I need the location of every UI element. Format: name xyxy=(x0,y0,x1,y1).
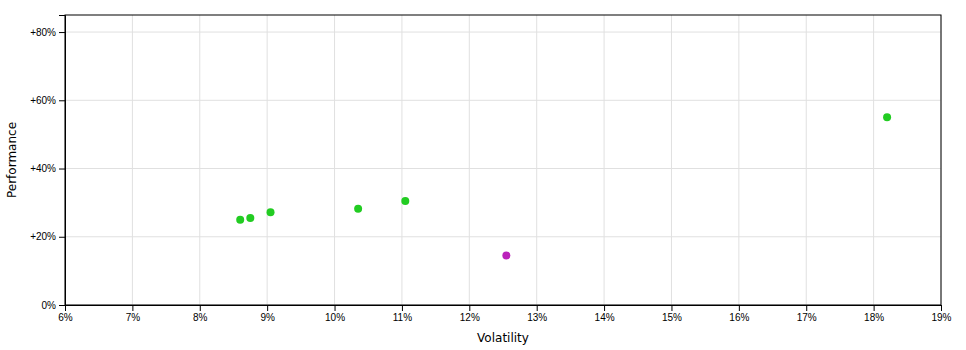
point xyxy=(502,252,510,260)
marks xyxy=(236,113,891,259)
x-tick-mark xyxy=(806,305,807,311)
x-tick-mark xyxy=(739,305,740,311)
x-tick: 6% xyxy=(58,305,73,323)
x-axis-line xyxy=(66,306,942,312)
x-tick-mark xyxy=(941,305,942,311)
x-tick-mark xyxy=(200,305,201,311)
y-tick-mark xyxy=(59,237,65,238)
point xyxy=(267,208,275,216)
x-tick: 18% xyxy=(864,305,884,323)
point xyxy=(236,216,244,224)
x-tick-label: 14% xyxy=(595,312,615,323)
grid-line-x xyxy=(199,15,200,305)
y-tick-mark xyxy=(59,169,65,170)
grid-line-x xyxy=(806,15,807,305)
series xyxy=(502,252,510,260)
grid-line-x xyxy=(873,15,874,305)
y-tick-mark xyxy=(59,32,65,33)
y-tick: +40% xyxy=(30,163,65,174)
y-tick-mark xyxy=(59,100,65,101)
grid-line-x xyxy=(132,15,133,305)
grid-line-x xyxy=(738,15,739,305)
x-tick-label: 12% xyxy=(460,312,480,323)
y-tick-label: +40% xyxy=(30,163,56,174)
grid-line-y xyxy=(65,100,941,101)
x-axis: 6% 7% 8% 9% 10% 11% 12% 13% 14% 15% 16% 17% 18% 19% xyxy=(58,305,951,323)
point xyxy=(246,214,254,222)
x-tick: 17% xyxy=(797,305,817,323)
plot-frame xyxy=(65,15,941,305)
y-tick: 0% xyxy=(42,300,65,311)
grid-line-x xyxy=(536,15,537,305)
x-tick-label: 15% xyxy=(662,312,682,323)
x-tick-label: 9% xyxy=(260,312,275,323)
y-axis: 0% +20% +40% +60% +80% xyxy=(30,16,65,311)
point xyxy=(354,205,362,213)
y-axis-line xyxy=(59,16,66,306)
x-tick-label: 16% xyxy=(729,312,749,323)
x-tick: 7% xyxy=(126,305,141,323)
point xyxy=(883,113,891,121)
point xyxy=(401,197,409,205)
grid-line-x xyxy=(334,15,335,305)
x-tick: 15% xyxy=(662,305,682,323)
y-tick-label: +60% xyxy=(30,95,56,106)
x-tick: 11% xyxy=(393,305,412,323)
x-tick: 16% xyxy=(729,305,749,323)
x-tick-label: 19% xyxy=(931,312,951,323)
x-tick-label: 6% xyxy=(58,312,73,323)
x-tick-label: 10% xyxy=(325,312,345,323)
plot: 6% 7% 8% 9% 10% 11% 12% 13% 14% 15% 16% 17% 18% 19% 0%… xyxy=(30,15,951,323)
y-tick: +80% xyxy=(30,27,65,38)
grid-line-x xyxy=(469,15,470,305)
y-tick: +20% xyxy=(30,231,65,242)
x-tick-mark xyxy=(537,305,538,311)
x-tick: 8% xyxy=(193,305,208,323)
x-tick-mark xyxy=(402,305,403,311)
x-tick: 12% xyxy=(460,305,480,323)
x-axis-title: Volatility xyxy=(477,331,529,345)
x-tick: 13% xyxy=(527,305,547,323)
grid-line-x xyxy=(267,15,268,305)
x-tick-label: 17% xyxy=(797,312,817,323)
x-tick-mark xyxy=(267,305,268,311)
x-tick: 19% xyxy=(931,305,951,323)
grid-line-x xyxy=(604,15,605,305)
grid xyxy=(65,15,941,305)
y-tick-label: +20% xyxy=(30,231,56,242)
grid-line-y xyxy=(65,168,941,169)
x-tick-label: 8% xyxy=(193,312,208,323)
x-tick-mark xyxy=(874,305,875,311)
x-tick-label: 18% xyxy=(864,312,884,323)
x-tick-label: 11% xyxy=(393,312,412,323)
x-tick: 14% xyxy=(595,305,615,323)
y-tick: +60% xyxy=(30,95,65,106)
x-tick: 9% xyxy=(260,305,275,323)
x-tick-mark xyxy=(469,305,470,311)
x-tick-mark xyxy=(335,305,336,311)
x-tick-mark xyxy=(604,305,605,311)
grid-line-x xyxy=(671,15,672,305)
x-tick-mark xyxy=(671,305,672,311)
series xyxy=(236,113,891,223)
x-tick-label: 7% xyxy=(126,312,141,323)
x-tick-mark xyxy=(132,305,133,311)
x-tick-label: 13% xyxy=(527,312,547,323)
y-tick-label: 0% xyxy=(42,300,57,311)
chart: 6% 7% 8% 9% 10% 11% 12% 13% 14% 15% 16% 17% 18% 19% 0%… xyxy=(0,0,966,350)
y-tick-mark xyxy=(59,305,65,306)
grid-line-y xyxy=(65,32,941,33)
y-axis-title: Performance xyxy=(5,122,19,198)
y-tick-label: +80% xyxy=(30,27,56,38)
grid-line-x xyxy=(401,15,402,305)
grid-line-y xyxy=(65,236,941,237)
x-tick: 10% xyxy=(325,305,345,323)
